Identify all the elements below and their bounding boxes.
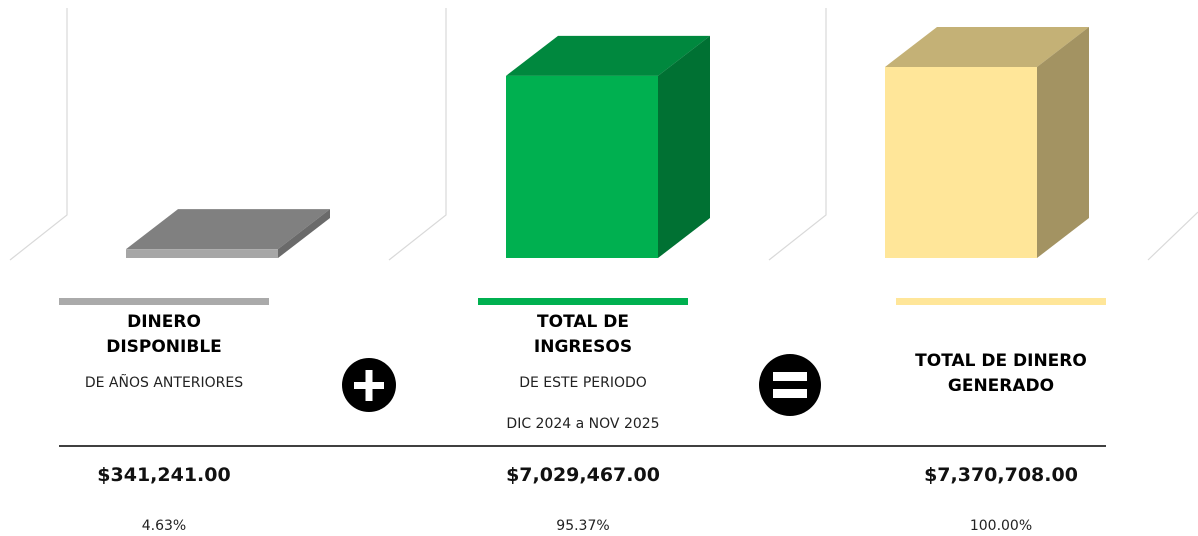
period-label: DIC 2024 a NOV 2025 [506,416,660,432]
share-label: 4.63% [141,518,187,534]
bar-side [278,209,330,258]
bar-side [1037,27,1089,258]
share-label: 100.00% [969,518,1033,534]
value-label: $7,029,467.00 [506,464,660,486]
bar-front [885,67,1037,258]
category-label: TOTAL DE DINERO GENERADO [915,351,1087,396]
share-label: 95.37% [556,518,610,534]
legend-swatch [896,298,1106,305]
bar-side [658,35,710,258]
bar-front [126,249,278,258]
category-label: DINERO DISPONIBLE [106,312,222,357]
category-subtitle: DE AÑOS ANTERIORES [84,375,244,391]
bar-top [885,27,1089,67]
bar-top [506,35,710,76]
equals-icon [759,354,821,416]
bar [506,35,710,258]
plus-icon [342,358,396,412]
legend-swatch [59,298,269,305]
background-walls [9,8,1198,261]
value-label: $341,241.00 [97,464,231,486]
bar-top [126,209,330,250]
legend-swatch [478,298,688,305]
bar-front [506,75,658,258]
value-label: $7,370,708.00 [924,464,1078,486]
bar [126,209,330,258]
bar [885,27,1089,258]
category-label: TOTAL DE INGRESOS [533,312,633,357]
category-subtitle: DE ESTE PERIODO [519,375,647,391]
